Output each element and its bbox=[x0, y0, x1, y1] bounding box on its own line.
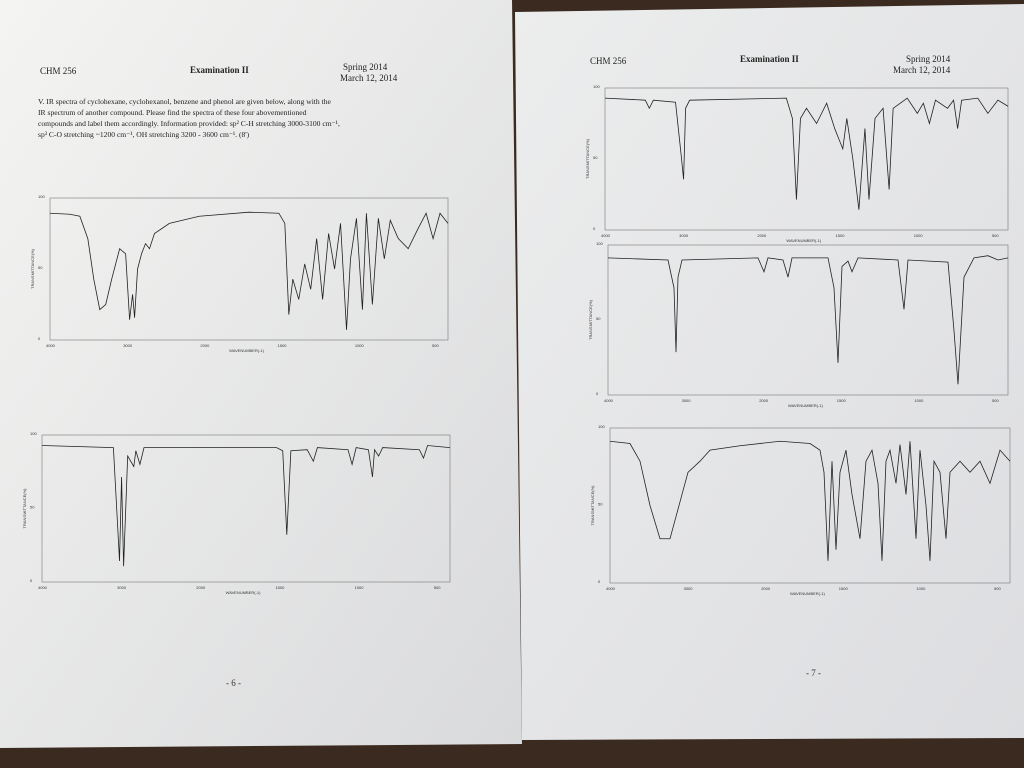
y-tick-label: 100 bbox=[30, 431, 37, 436]
y-tick-label: 50 bbox=[593, 155, 598, 160]
x-tick-label: 1500 bbox=[836, 233, 846, 238]
content: CHM 256 Examination II Spring 2014 March… bbox=[38, 54, 951, 688]
plot-frame bbox=[607, 244, 1009, 396]
date: March 12, 2014 bbox=[893, 65, 951, 75]
y-tick-label: 0 bbox=[593, 226, 596, 231]
y-tick-label: 0 bbox=[598, 579, 601, 584]
y-axis-title: TRANSMITTANCE(%) bbox=[588, 299, 593, 340]
y-tick-label: 0 bbox=[596, 391, 599, 396]
spectrum-trace bbox=[605, 98, 1008, 210]
x-tick-label: 500 bbox=[992, 398, 999, 403]
y-tick-label: 100 bbox=[593, 84, 600, 89]
plot-frame bbox=[609, 427, 1011, 584]
right-page bbox=[515, 4, 1024, 740]
term: Spring 2014 bbox=[343, 62, 388, 72]
x-tick-label: 2000 bbox=[196, 585, 206, 590]
y-axis-title: TRANSMITTANCE(%) bbox=[590, 485, 595, 526]
x-tick-label: 1500 bbox=[275, 585, 285, 590]
question-line: V. IR spectra of cyclohexane, cyclohexan… bbox=[38, 97, 332, 106]
y-axis-title: TRANSMITTANCE(%) bbox=[585, 138, 590, 179]
x-tick-label: 2000 bbox=[761, 586, 771, 591]
date: March 12, 2014 bbox=[340, 73, 398, 83]
x-tick-label: 1000 bbox=[914, 233, 924, 238]
x-tick-label: 2000 bbox=[200, 343, 210, 348]
x-tick-label: 1500 bbox=[839, 586, 849, 591]
y-tick-label: 100 bbox=[38, 194, 45, 199]
x-tick-label: 500 bbox=[994, 586, 1001, 591]
question-line: compounds and label them accordingly. In… bbox=[38, 119, 340, 128]
y-tick-label: 0 bbox=[30, 578, 33, 583]
y-tick-label: 100 bbox=[596, 241, 603, 246]
x-tick-label: 500 bbox=[434, 585, 441, 590]
x-tick-label: 1000 bbox=[355, 343, 365, 348]
x-tick-label: 4000 bbox=[38, 585, 48, 590]
y-tick-label: 50 bbox=[38, 265, 43, 270]
y-tick-label: 0 bbox=[38, 336, 41, 341]
x-tick-label: 1500 bbox=[837, 398, 847, 403]
left-page bbox=[0, 0, 522, 748]
y-tick-label: 50 bbox=[596, 316, 601, 321]
x-tick-label: 1000 bbox=[916, 586, 926, 591]
y-axis-title: TRANSMITTANCE(%) bbox=[30, 248, 35, 289]
exam: Examination II bbox=[190, 65, 249, 75]
page-number: - 6 - bbox=[226, 678, 241, 688]
x-tick-label: 500 bbox=[432, 343, 439, 348]
x-tick-label: 500 bbox=[992, 233, 999, 238]
plot-frame bbox=[49, 197, 449, 341]
x-tick-label: 4000 bbox=[601, 233, 611, 238]
x-tick-label: 1000 bbox=[355, 585, 365, 590]
spectrum-trace bbox=[42, 446, 450, 567]
y-tick-label: 50 bbox=[598, 502, 603, 507]
x-tick-label: 4000 bbox=[604, 398, 614, 403]
x-tick-label: 3000 bbox=[684, 586, 694, 591]
x-tick-label: 2000 bbox=[757, 233, 767, 238]
plot-frame bbox=[604, 87, 1009, 231]
y-tick-label: 100 bbox=[598, 424, 605, 429]
exam: Examination II bbox=[740, 54, 799, 64]
spectrum-trace bbox=[608, 256, 1008, 385]
x-tick-label: 1000 bbox=[914, 398, 924, 403]
question-line: IR spectrum of another compound. Please … bbox=[38, 108, 307, 117]
y-tick-label: 50 bbox=[30, 505, 35, 510]
x-tick-label: 1500 bbox=[278, 343, 288, 348]
spectrum-trace bbox=[610, 441, 1010, 561]
x-axis-title: WAVENUMBER(-1) bbox=[229, 348, 265, 353]
x-tick-label: 2000 bbox=[759, 398, 769, 403]
x-tick-label: 3000 bbox=[117, 585, 127, 590]
x-axis-title: WAVENUMBER(-1) bbox=[788, 403, 824, 408]
x-tick-label: 4000 bbox=[46, 343, 56, 348]
spectrum-trace bbox=[50, 212, 448, 330]
x-tick-label: 3000 bbox=[679, 233, 689, 238]
x-tick-label: 3000 bbox=[123, 343, 133, 348]
course: CHM 256 bbox=[590, 56, 627, 66]
course: CHM 256 bbox=[40, 66, 77, 76]
x-axis-title: WAVENUMBER(-1) bbox=[226, 590, 262, 595]
question-line: sp³ C-O stretching ~1200 cm⁻¹, OH stretc… bbox=[38, 130, 250, 139]
x-axis-title: WAVENUMBER(-1) bbox=[786, 238, 822, 243]
page-number: - 7 - bbox=[806, 668, 821, 678]
x-tick-label: 3000 bbox=[682, 398, 692, 403]
y-axis-title: TRANSMITTANCE(%) bbox=[22, 488, 27, 529]
x-axis-title: WAVENUMBER(-1) bbox=[790, 591, 826, 596]
plot-frame bbox=[41, 434, 451, 583]
term: Spring 2014 bbox=[906, 54, 951, 64]
x-tick-label: 4000 bbox=[606, 586, 616, 591]
